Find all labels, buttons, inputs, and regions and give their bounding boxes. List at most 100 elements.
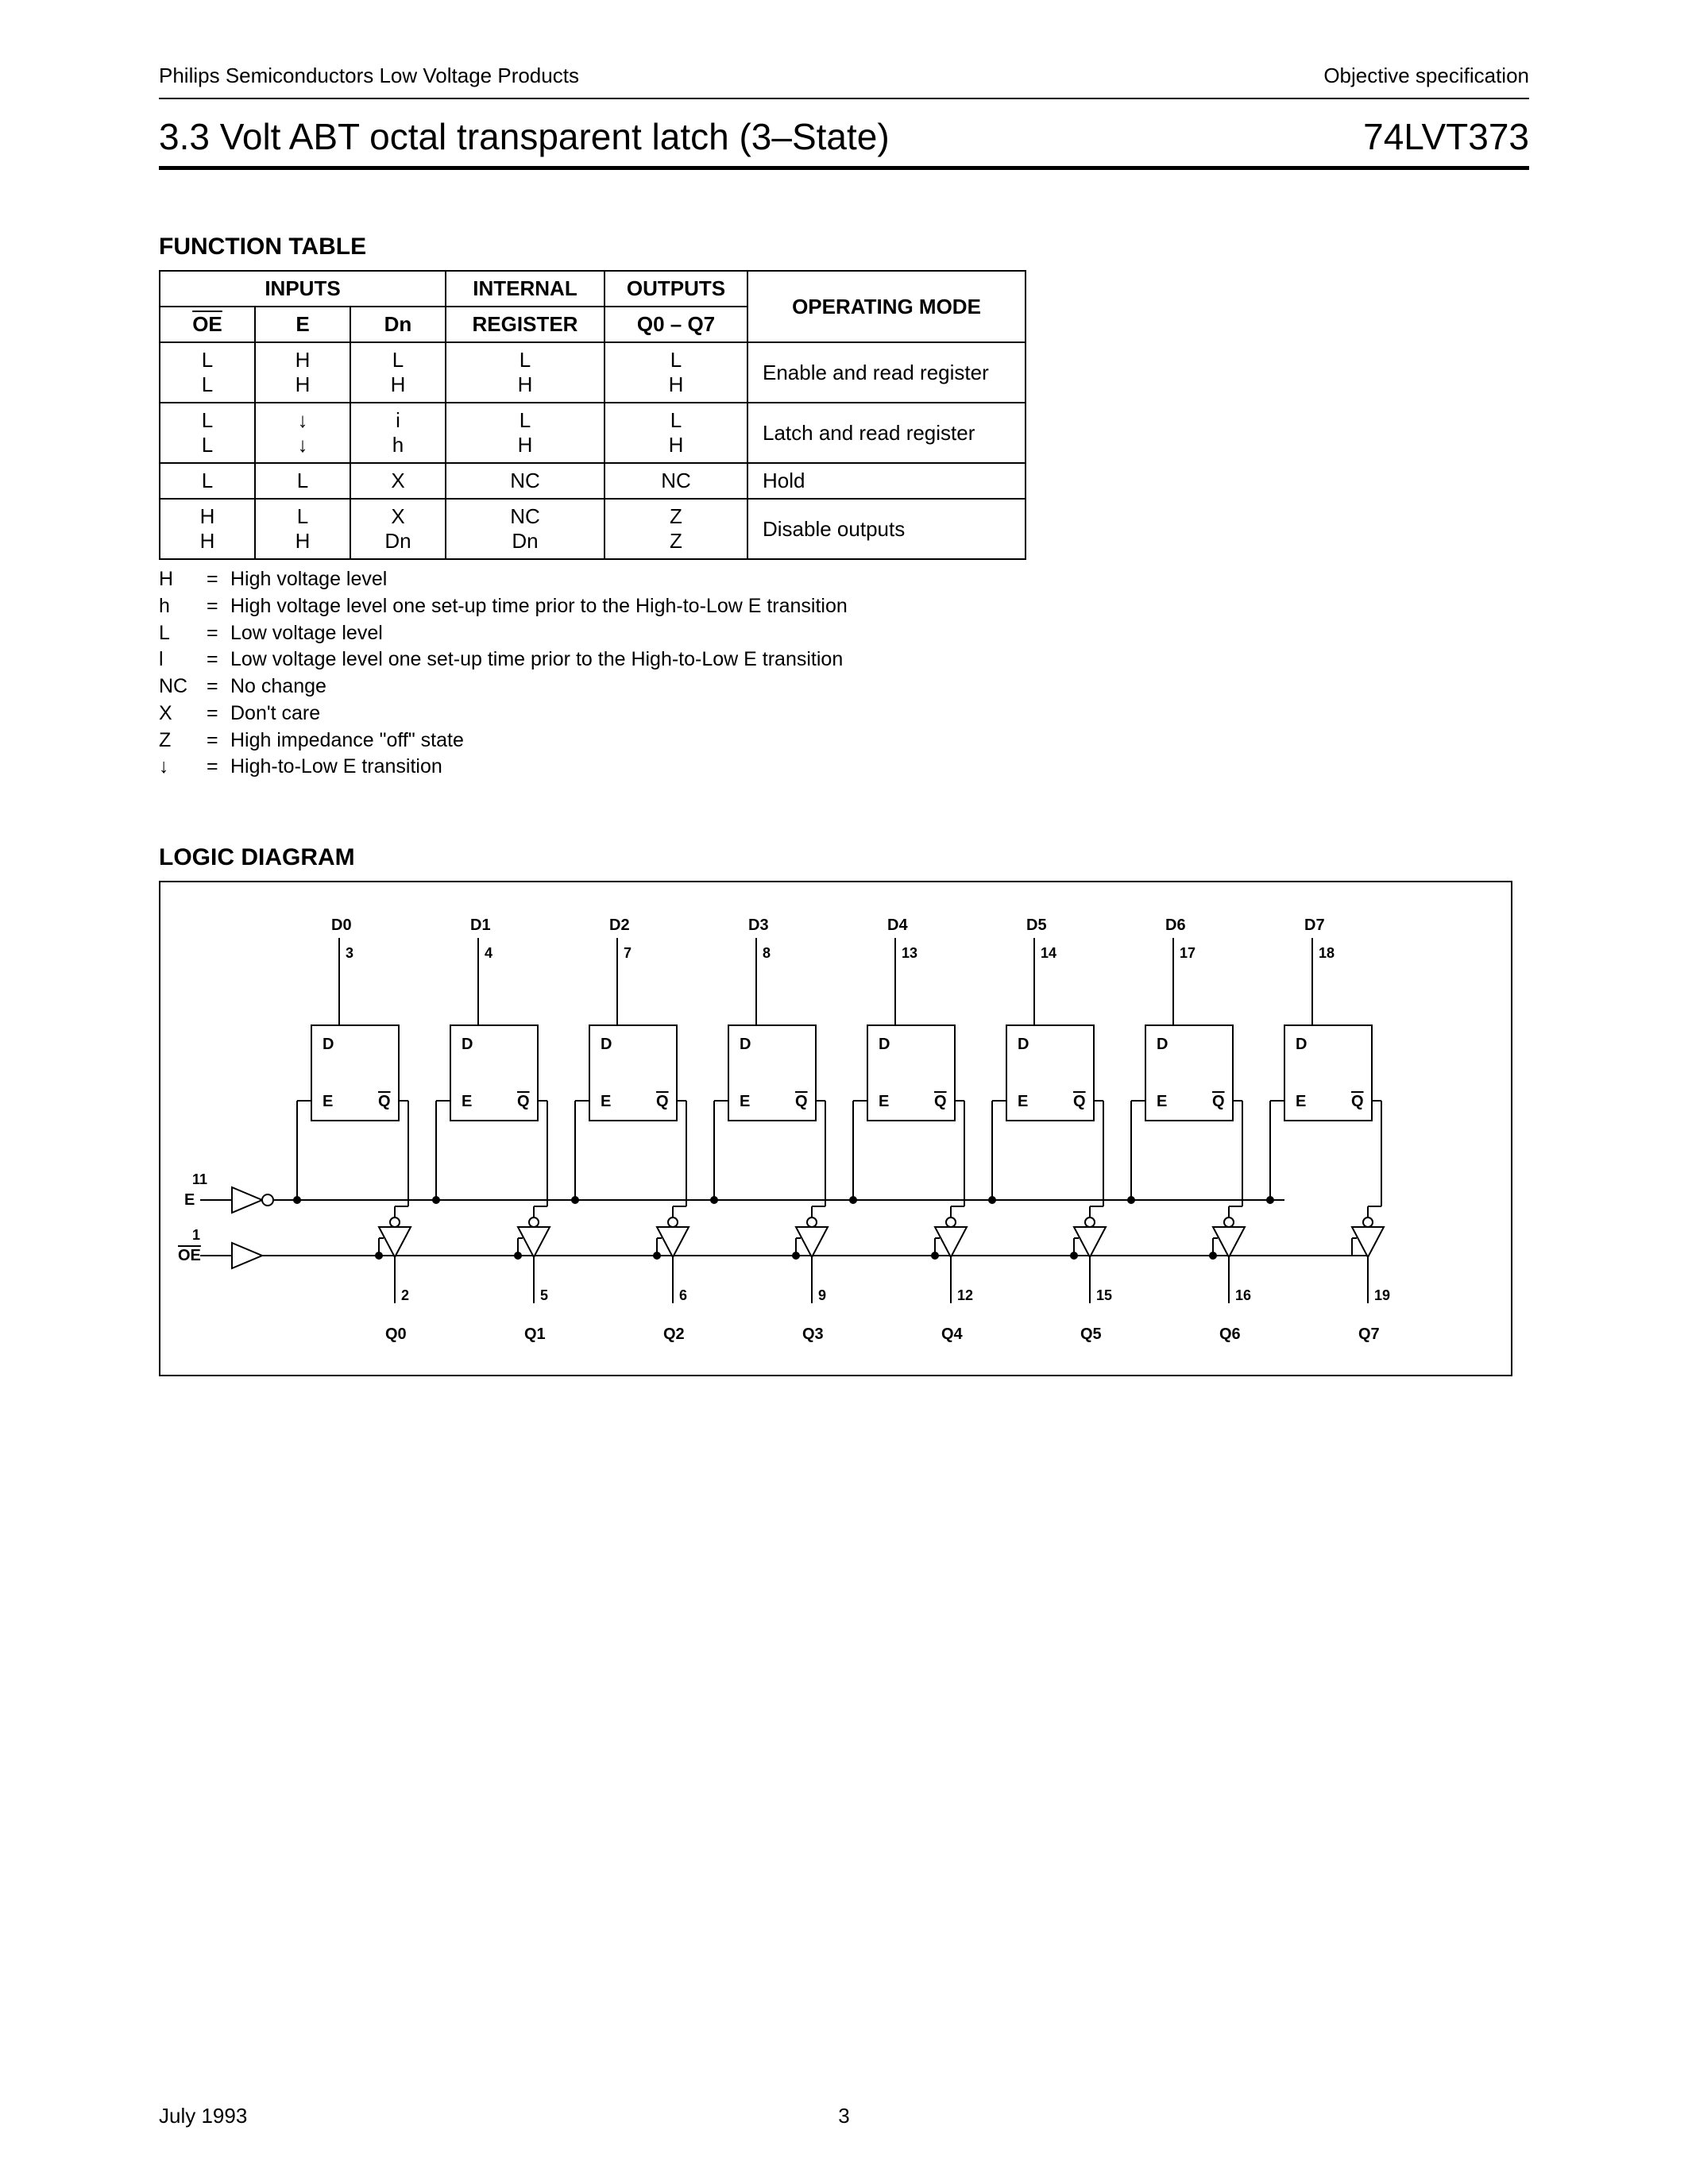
legend-row: h=High voltage level one set-up time pri… bbox=[159, 593, 1529, 620]
function-table: INPUTS INTERNAL OUTPUTS OPERATING MODE O… bbox=[159, 270, 1026, 560]
th-outputs: OUTPUTS bbox=[605, 271, 747, 307]
svg-text:Q: Q bbox=[795, 1093, 808, 1110]
table-cell: L H bbox=[446, 342, 605, 403]
svg-text:Q: Q bbox=[517, 1093, 530, 1110]
svg-text:Q: Q bbox=[378, 1093, 391, 1110]
svg-text:Q: Q bbox=[1351, 1093, 1364, 1110]
svg-text:D: D bbox=[1296, 1036, 1307, 1053]
table-cell: L bbox=[255, 463, 350, 499]
header-left: Philips Semiconductors Low Voltage Produ… bbox=[159, 64, 579, 88]
svg-text:14: 14 bbox=[1041, 945, 1056, 961]
svg-text:Q: Q bbox=[934, 1093, 947, 1110]
logic-diagram: 11E1OED03DEQ2Q0D14DEQ5Q1D27DEQ6Q2D38DEQ9… bbox=[159, 881, 1512, 1376]
svg-text:Q: Q bbox=[1073, 1093, 1086, 1110]
th-inputs: INPUTS bbox=[160, 271, 446, 307]
legend-row: l=Low voltage level one set-up time prio… bbox=[159, 646, 1529, 673]
table-cell: NC bbox=[605, 463, 747, 499]
svg-text:D: D bbox=[462, 1036, 473, 1053]
table-cell: H H bbox=[255, 342, 350, 403]
svg-text:Q3: Q3 bbox=[802, 1325, 824, 1343]
rule-title bbox=[159, 166, 1529, 170]
svg-text:Q5: Q5 bbox=[1080, 1325, 1102, 1343]
svg-text:E: E bbox=[740, 1093, 750, 1110]
svg-text:Q7: Q7 bbox=[1358, 1325, 1380, 1343]
table-cell: L bbox=[160, 463, 255, 499]
table-cell: H H bbox=[160, 499, 255, 559]
svg-text:D2: D2 bbox=[609, 916, 630, 934]
table-cell: L H bbox=[446, 403, 605, 463]
svg-text:D: D bbox=[740, 1036, 751, 1053]
legend-row: L=Low voltage level bbox=[159, 620, 1529, 647]
svg-text:D1: D1 bbox=[470, 916, 491, 934]
function-table-heading: FUNCTION TABLE bbox=[159, 233, 1529, 260]
footer-page: 3 bbox=[838, 2104, 849, 2128]
svg-text:Q6: Q6 bbox=[1219, 1325, 1241, 1343]
svg-text:18: 18 bbox=[1319, 945, 1335, 961]
th-e: E bbox=[255, 307, 350, 342]
svg-text:3: 3 bbox=[346, 945, 353, 961]
legend: H=High voltage levelh=High voltage level… bbox=[159, 566, 1529, 781]
table-cell: X Dn bbox=[350, 499, 446, 559]
th-mode: OPERATING MODE bbox=[747, 271, 1026, 342]
th-reg: REGISTER bbox=[446, 307, 605, 342]
svg-text:16: 16 bbox=[1235, 1287, 1251, 1303]
svg-text:D: D bbox=[879, 1036, 890, 1053]
table-cell: i h bbox=[350, 403, 446, 463]
svg-text:Q0: Q0 bbox=[385, 1325, 407, 1343]
svg-text:Q: Q bbox=[1212, 1093, 1225, 1110]
svg-text:E: E bbox=[601, 1093, 611, 1110]
table-cell: L H bbox=[255, 499, 350, 559]
svg-text:Q1: Q1 bbox=[524, 1325, 546, 1343]
table-cell: L H bbox=[350, 342, 446, 403]
svg-text:E: E bbox=[879, 1093, 889, 1110]
table-cell: Z Z bbox=[605, 499, 747, 559]
svg-text:2: 2 bbox=[401, 1287, 409, 1303]
svg-text:D: D bbox=[601, 1036, 612, 1053]
svg-text:E: E bbox=[184, 1191, 195, 1209]
svg-text:Q4: Q4 bbox=[941, 1325, 964, 1343]
svg-text:12: 12 bbox=[957, 1287, 973, 1303]
table-cell: L H bbox=[605, 403, 747, 463]
svg-text:E: E bbox=[1296, 1093, 1306, 1110]
svg-text:D4: D4 bbox=[887, 916, 908, 934]
svg-text:15: 15 bbox=[1096, 1287, 1112, 1303]
svg-text:1: 1 bbox=[192, 1227, 200, 1243]
legend-row: NC=No change bbox=[159, 673, 1529, 700]
svg-text:8: 8 bbox=[763, 945, 771, 961]
header-right: Objective specification bbox=[1323, 64, 1529, 88]
table-cell: L L bbox=[160, 403, 255, 463]
svg-text:OE: OE bbox=[178, 1247, 201, 1264]
svg-text:9: 9 bbox=[818, 1287, 826, 1303]
legend-row: X=Don't care bbox=[159, 700, 1529, 727]
svg-text:13: 13 bbox=[902, 945, 917, 961]
svg-text:E: E bbox=[1018, 1093, 1028, 1110]
logic-diagram-heading: LOGIC DIAGRAM bbox=[159, 844, 1529, 871]
svg-text:D7: D7 bbox=[1304, 916, 1325, 934]
table-cell-mode: Hold bbox=[747, 463, 1026, 499]
table-cell: X bbox=[350, 463, 446, 499]
footer-date: July 1993 bbox=[159, 2104, 247, 2128]
svg-text:7: 7 bbox=[624, 945, 632, 961]
table-cell: NC Dn bbox=[446, 499, 605, 559]
part-number: 74LVT373 bbox=[1363, 115, 1529, 158]
legend-row: Z=High impedance "off" state bbox=[159, 727, 1529, 754]
svg-text:E: E bbox=[1157, 1093, 1167, 1110]
svg-text:11: 11 bbox=[192, 1171, 207, 1187]
th-dn: Dn bbox=[350, 307, 446, 342]
svg-text:17: 17 bbox=[1180, 945, 1196, 961]
table-cell: L L bbox=[160, 342, 255, 403]
svg-text:E: E bbox=[462, 1093, 472, 1110]
rule-top bbox=[159, 98, 1529, 99]
table-cell: NC bbox=[446, 463, 605, 499]
table-cell-mode: Enable and read register bbox=[747, 342, 1026, 403]
svg-text:Q2: Q2 bbox=[663, 1325, 685, 1343]
svg-text:D5: D5 bbox=[1026, 916, 1047, 934]
table-cell: ↓ ↓ bbox=[255, 403, 350, 463]
svg-text:D3: D3 bbox=[748, 916, 769, 934]
svg-text:D: D bbox=[1018, 1036, 1029, 1053]
svg-text:Q: Q bbox=[656, 1093, 669, 1110]
th-internal: INTERNAL bbox=[446, 271, 605, 307]
legend-row: ↓=High-to-Low E transition bbox=[159, 754, 1529, 781]
svg-text:D: D bbox=[1157, 1036, 1168, 1053]
table-cell-mode: Latch and read register bbox=[747, 403, 1026, 463]
